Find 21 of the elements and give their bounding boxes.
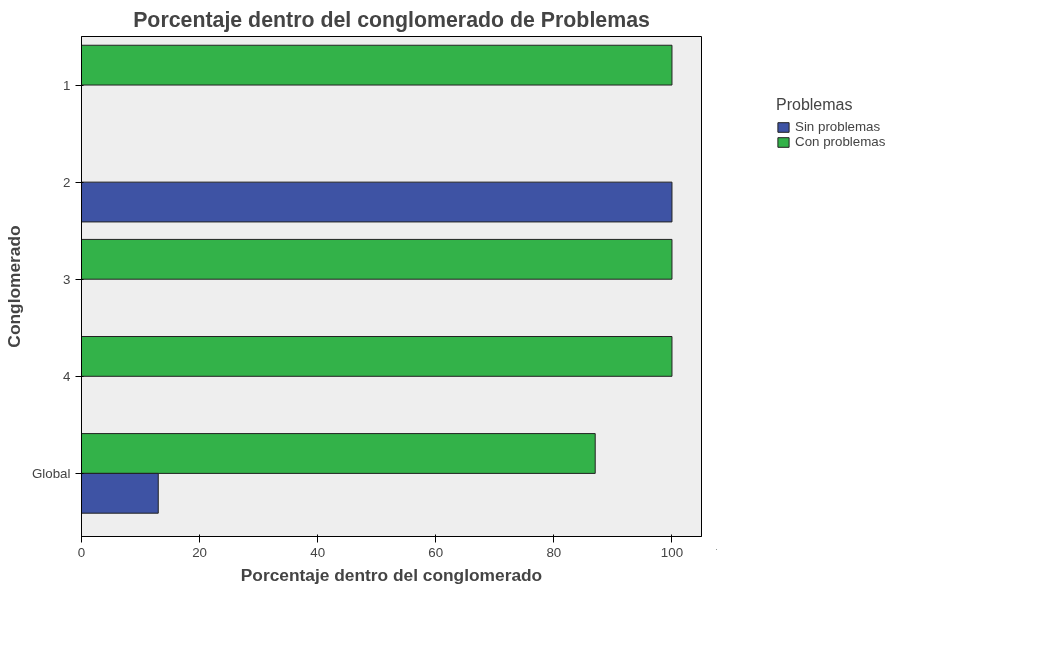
y-tick-label: Global: [31, 465, 71, 481]
x-tick-label: 40: [310, 544, 326, 560]
bar: [81, 44, 673, 86]
bar: [81, 181, 673, 223]
x-axis-title: Porcentaje dentro del conglomerado: [240, 564, 543, 585]
x-tick-label: 60: [428, 544, 444, 560]
bar: [81, 238, 673, 280]
x-tick-label: 20: [192, 544, 208, 560]
legend-label: Con problemas: [795, 134, 886, 149]
y-tick-label: 1: [63, 77, 71, 93]
y-tick-label: 2: [63, 174, 71, 190]
bar: [81, 336, 673, 377]
legend-label: Sin problemas: [795, 119, 881, 134]
chart-title: Porcentaje dentro del conglomerado de Problemas: [133, 7, 650, 32]
y-axis-title: Conglomerado: [3, 225, 24, 348]
x-tick-label: 80: [546, 544, 562, 560]
y-tick-label: 4: [63, 368, 72, 384]
x-tick-label: 0: [77, 544, 86, 560]
x-tick-label: 100: [660, 544, 684, 560]
y-tick-label: 3: [63, 271, 71, 287]
legend-title: Problemas: [776, 96, 854, 114]
